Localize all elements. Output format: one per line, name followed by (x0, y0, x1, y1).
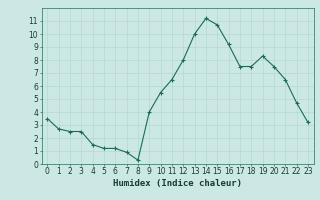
X-axis label: Humidex (Indice chaleur): Humidex (Indice chaleur) (113, 179, 242, 188)
